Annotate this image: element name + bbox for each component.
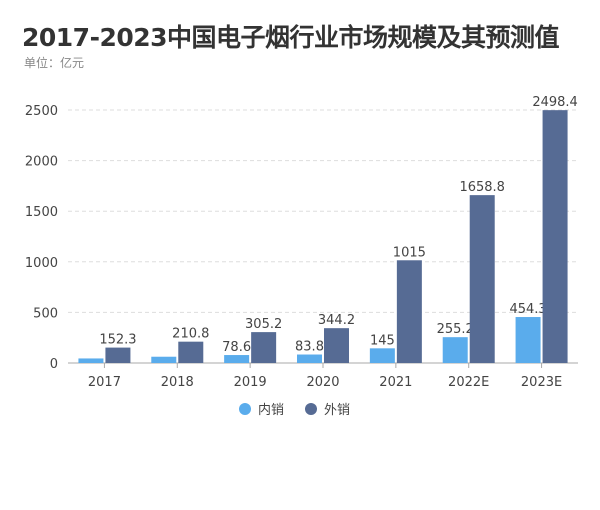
- bar-domestic: [515, 317, 541, 363]
- bar-export: [178, 341, 204, 363]
- x-tick-label: 2022E: [448, 375, 489, 390]
- data-label: 145: [370, 333, 395, 348]
- data-label: 255.2: [437, 322, 474, 337]
- bar-domestic: [78, 358, 104, 363]
- data-label: 83.8: [295, 340, 324, 355]
- y-tick-label: 2000: [25, 155, 58, 170]
- data-label: 152.3: [99, 333, 136, 348]
- legend-marker: [305, 403, 317, 415]
- x-tick-label: 2018: [161, 375, 194, 390]
- data-label: 305.2: [245, 317, 282, 332]
- bar-domestic: [442, 337, 468, 363]
- legend-label: 外销: [324, 403, 350, 418]
- chart-subtitle: 单位：亿元: [24, 56, 85, 70]
- x-tick-label: 2019: [234, 375, 267, 390]
- x-tick-label: 2020: [306, 375, 339, 390]
- bar-export: [324, 328, 349, 363]
- x-tick-label: 2023E: [521, 375, 562, 390]
- chart-title: 2017-2023中国电子烟行业市场规模及其预测值: [22, 23, 560, 52]
- y-tick-label: 500: [33, 306, 58, 321]
- y-tick-label: 2500: [25, 104, 58, 119]
- bar-export: [105, 347, 131, 363]
- data-label: 344.2: [318, 313, 355, 328]
- data-label: 78.6: [222, 340, 251, 355]
- x-tick-label: 2017: [88, 375, 121, 390]
- y-tick-label: 1000: [25, 256, 58, 271]
- x-tick-label: 2021: [379, 375, 412, 390]
- bar-domestic: [369, 348, 395, 363]
- bar-export: [396, 260, 422, 363]
- bar-domestic: [151, 356, 177, 363]
- bar-domestic: [224, 355, 250, 363]
- bar-export: [542, 110, 568, 363]
- legend-label: 内销: [258, 402, 284, 418]
- bar-export: [251, 332, 277, 363]
- y-tick-label: 0: [50, 357, 58, 372]
- data-label: 1658.8: [459, 180, 505, 195]
- data-label: 1015: [393, 245, 426, 260]
- data-label: 210.8: [172, 327, 209, 342]
- bar-export: [469, 195, 495, 363]
- legend-marker: [239, 403, 251, 415]
- y-tick-label: 1500: [25, 205, 58, 220]
- data-label: 2498.4: [532, 95, 578, 110]
- bar-domestic: [297, 354, 322, 363]
- data-label: 454.3: [509, 302, 546, 317]
